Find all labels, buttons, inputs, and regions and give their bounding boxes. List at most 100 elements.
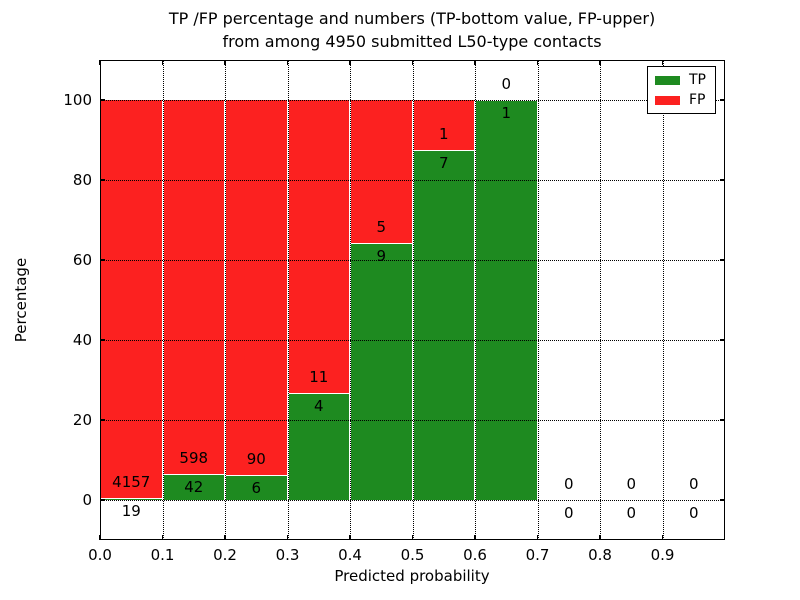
- y-tick-label: 0: [82, 491, 92, 509]
- tp-count-label: 6: [251, 479, 262, 497]
- tick-mark-left: [100, 419, 105, 421]
- tick-mark-top: [599, 60, 601, 65]
- y-tick-label: 60: [72, 251, 92, 269]
- legend-entry-fp: FP: [655, 93, 715, 107]
- x-tick-label: 0.2: [213, 546, 237, 564]
- y-tick-label: 100: [63, 91, 92, 109]
- grid-line-vertical: [287, 60, 289, 540]
- tp-count-label: 1: [501, 104, 512, 122]
- tick-mark-bottom: [474, 535, 476, 540]
- fp-count-label: 4157: [112, 473, 151, 492]
- tick-mark-top: [661, 60, 664, 65]
- fp-count-label: 0: [688, 475, 699, 493]
- tp-count-label: 42: [184, 477, 204, 496]
- tick-mark-bottom: [661, 535, 664, 540]
- tick-mark-bottom: [99, 535, 101, 540]
- tick-mark-bottom: [411, 535, 414, 540]
- tp-count-label: 0: [626, 504, 637, 522]
- tick-mark-bottom: [161, 535, 164, 540]
- tick-mark-top: [349, 60, 351, 65]
- bar-fp-segment: [350, 100, 413, 243]
- tick-mark-left: [100, 339, 105, 341]
- grid-line-vertical: [537, 60, 539, 540]
- tick-mark-bottom: [286, 535, 289, 540]
- bar-fp-segment: [162, 100, 225, 474]
- tick-mark-left: [100, 179, 105, 181]
- fp-count-label: 0: [626, 475, 637, 493]
- bar-fp-segment: [287, 100, 350, 394]
- tick-mark-bottom: [349, 535, 351, 540]
- fp-count-label: 1: [438, 125, 449, 143]
- x-tick-label: 0.4: [338, 546, 362, 564]
- tick-mark-bottom: [599, 535, 601, 540]
- grid-line-vertical: [475, 60, 476, 540]
- x-tick-label: 0.5: [400, 546, 425, 564]
- fp-count-label: 0: [563, 475, 574, 493]
- x-tick-label: 0.3: [275, 546, 300, 564]
- bar-tp-segment: [350, 242, 413, 500]
- bar-tp-segment: [225, 475, 288, 500]
- fp-count-label: 598: [179, 448, 209, 467]
- y-tick-label: 80: [72, 171, 92, 189]
- tp-count-label: 7: [438, 154, 449, 172]
- y-tick-label: 40: [72, 331, 92, 349]
- legend-label-fp: FP: [689, 92, 706, 108]
- tick-mark-top: [536, 60, 539, 65]
- tick-mark-right: [720, 259, 725, 261]
- tp-count-label: 9: [376, 246, 387, 265]
- fp-count-label: 11: [309, 368, 329, 387]
- x-tick-label: 0.0: [88, 546, 112, 564]
- grid-line-vertical: [412, 60, 414, 540]
- tick-mark-top: [224, 60, 226, 65]
- tick-mark-right: [720, 339, 725, 341]
- legend-label-tp: TP: [689, 72, 706, 88]
- x-tick-label: 0.7: [525, 546, 550, 564]
- bar-fp-segment: [100, 100, 163, 499]
- tick-mark-right: [720, 419, 725, 421]
- bar-fp-segment: [412, 100, 475, 150]
- legend-box: TP FP: [647, 66, 716, 114]
- chart-title-line1: TP /FP percentage and numbers (TP-bottom…: [168, 9, 656, 28]
- tp-count-label: 0: [688, 504, 699, 522]
- tick-mark-top: [286, 60, 289, 65]
- tick-mark-right: [720, 99, 725, 101]
- tp-color-swatch: [655, 75, 680, 85]
- fp-color-swatch: [655, 95, 680, 105]
- tick-mark-left: [100, 99, 105, 101]
- x-tick-label: 0.9: [650, 546, 675, 564]
- tick-mark-top: [411, 60, 414, 65]
- fp-count-label: 0: [501, 75, 512, 93]
- bar-tp-segment: [412, 150, 475, 500]
- x-axis-label: Predicted probability: [334, 567, 490, 585]
- y-tick-label: 20: [72, 411, 92, 429]
- bar-fp-segment: [225, 100, 288, 475]
- grid-line-vertical: [662, 60, 664, 540]
- tick-mark-top: [99, 60, 101, 65]
- tick-mark-top: [474, 60, 476, 65]
- tick-mark-left: [100, 499, 105, 501]
- bar-tp-segment: [475, 100, 538, 500]
- tp-count-label: 19: [121, 502, 141, 521]
- plot-area: 4157 19 598 42 90 6 11 4 5 9 1 7 0 1 0 0 0 0 0 0: [99, 60, 725, 540]
- tick-mark-bottom: [536, 535, 539, 540]
- x-tick-label: 0.1: [150, 546, 175, 564]
- tick-mark-right: [720, 499, 725, 501]
- legend-entry-tp: TP: [655, 73, 715, 87]
- bar-tp-segment: [287, 393, 350, 500]
- chart-title-line2: from among 4950 submitted L50-type conta…: [222, 32, 602, 51]
- tp-count-label: 4: [313, 397, 324, 416]
- grid-line-vertical: [600, 60, 601, 540]
- tick-mark-left: [100, 259, 105, 261]
- y-axis-label: Percentage: [12, 257, 30, 343]
- grid-line-vertical: [350, 60, 351, 540]
- x-tick-label: 0.6: [463, 546, 487, 564]
- x-tick-label: 0.8: [588, 546, 612, 564]
- tp-count-label: 0: [563, 504, 574, 522]
- grid-line-vertical: [225, 60, 226, 540]
- fp-count-label: 90: [246, 450, 266, 468]
- grid-line-vertical: [162, 60, 164, 540]
- tick-mark-right: [720, 179, 725, 181]
- fp-count-label: 5: [376, 217, 387, 236]
- tick-mark-top: [161, 60, 164, 65]
